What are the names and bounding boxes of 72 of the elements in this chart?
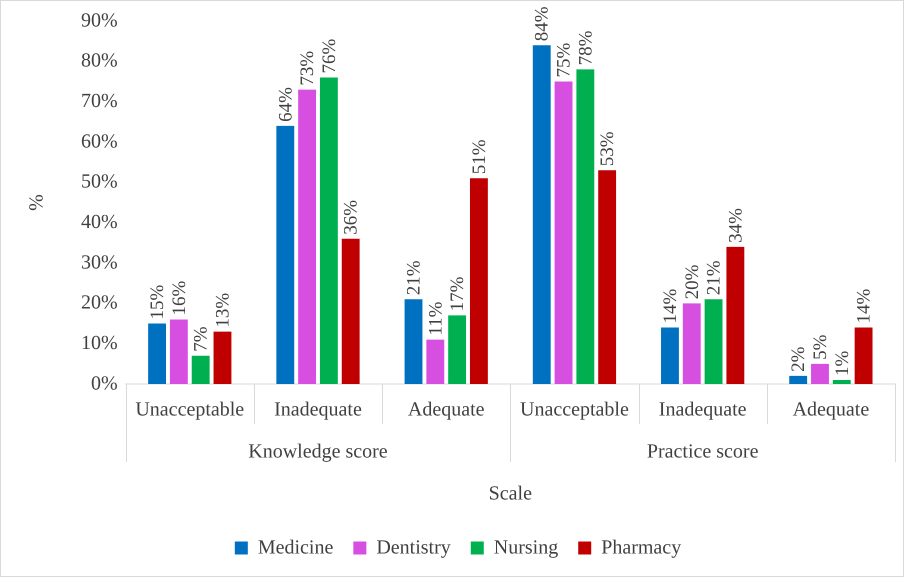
y-tick-label: 0% [90, 372, 118, 394]
data-label: 20% [682, 264, 703, 300]
data-label: 73% [297, 50, 318, 86]
bar [470, 178, 488, 384]
data-label: 16% [168, 280, 190, 316]
data-label: 2% [788, 346, 810, 372]
bar [342, 238, 360, 384]
y-tick-label: 70% [80, 90, 118, 112]
data-label: 21% [404, 260, 425, 296]
bar [448, 315, 466, 384]
data-label: 51% [468, 139, 490, 174]
y-tick-label: 80% [80, 50, 118, 72]
data-label: 14% [854, 288, 875, 324]
bar [554, 82, 572, 384]
bar [598, 170, 616, 384]
bar [192, 356, 210, 384]
x-axis-title: Scale [488, 482, 532, 504]
data-label: 11% [425, 301, 446, 336]
bar [704, 299, 722, 384]
x-tick-label: Adequate [792, 398, 870, 420]
x-tick-label: Inadequate [274, 398, 362, 420]
text: Knowledge score [248, 440, 388, 462]
bar [532, 45, 551, 384]
data-label: 36% [340, 200, 362, 235]
y-tick-label: 20% [80, 292, 118, 314]
y-tick-label: 30% [80, 251, 118, 274]
bar [276, 126, 294, 384]
legend-label: Medicine [258, 536, 334, 558]
data-label: 13% [212, 292, 234, 328]
data-label: 75% [554, 42, 575, 78]
bar [214, 332, 232, 384]
bar [298, 90, 316, 384]
x-tick-label: Adequate [408, 398, 485, 420]
data-label: 7% [190, 326, 212, 352]
x-tick-label: Unacceptable [520, 398, 629, 420]
data-label: 53% [597, 131, 618, 166]
y-tick-label: 50% [80, 170, 118, 193]
data-label: 15% [147, 284, 168, 320]
data-label: 21% [704, 260, 725, 296]
bar [404, 299, 422, 384]
data-label: 1% [832, 350, 853, 376]
data-label: 34% [725, 208, 746, 243]
bar [854, 328, 873, 384]
text: Practice score [646, 440, 759, 462]
data-label: 64% [275, 86, 296, 122]
data-label: 5% [810, 334, 831, 360]
bar [811, 364, 829, 384]
y-tick-label: 10% [80, 332, 118, 354]
bar [682, 303, 701, 384]
y-tick-label: 90% [80, 9, 118, 32]
bar [426, 340, 444, 384]
data-label: 14% [660, 288, 681, 324]
data-label: 17% [447, 276, 468, 312]
legend-label: Nursing [494, 536, 558, 558]
bar [832, 380, 851, 384]
legend-label: Dentistry [376, 536, 451, 558]
data-label: 76% [318, 38, 340, 74]
bar [789, 376, 808, 384]
bar [661, 328, 679, 384]
bar [148, 324, 166, 384]
y-tick-label: 60% [80, 130, 118, 152]
data-label: 84% [532, 6, 553, 42]
bar [726, 246, 744, 384]
y-tick-label: 40% [80, 210, 118, 233]
bar [576, 69, 594, 384]
bar [170, 319, 188, 384]
x-tick-label: Unacceptable [135, 398, 244, 420]
data-label: 78% [575, 30, 596, 66]
bar [320, 77, 338, 384]
legend-label: Pharmacy [601, 536, 682, 558]
y-axis-title: % [25, 194, 48, 211]
x-tick-label: Inadequate [658, 398, 747, 420]
